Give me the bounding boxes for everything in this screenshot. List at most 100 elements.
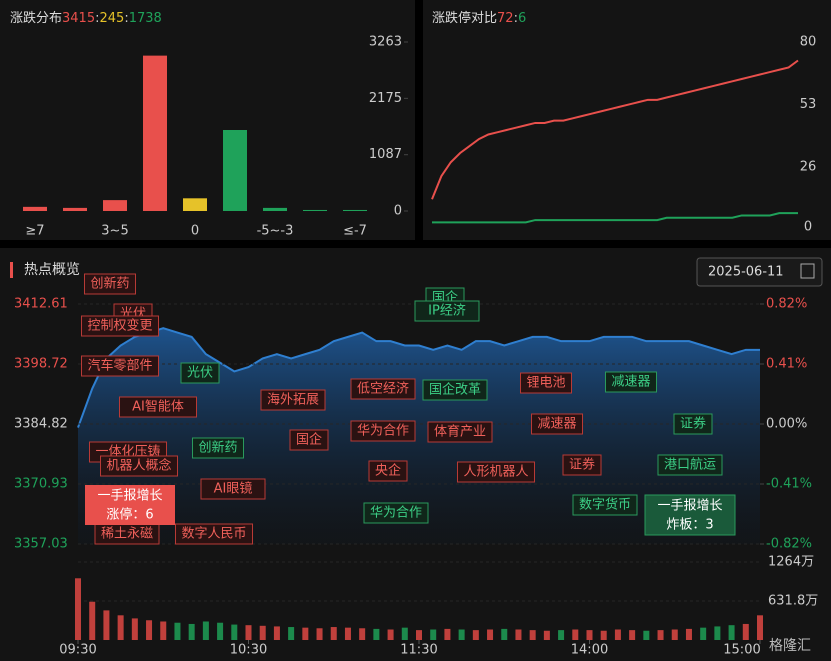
- concept-tag: 创新药: [198, 440, 237, 456]
- tag-box: [350, 420, 416, 442]
- concept-tag: 华为合作: [370, 506, 422, 521]
- panel-title: 涨跌停对比72:6: [432, 10, 526, 26]
- concept-tag: 华为合作: [357, 424, 409, 439]
- tag-box: [531, 413, 583, 435]
- title: 涨跌停对比: [432, 10, 497, 26]
- separator: :: [124, 11, 128, 26]
- volume-bar: [742, 623, 749, 640]
- tag-box: [81, 315, 159, 337]
- tag-box: [81, 355, 159, 377]
- count: 1738: [129, 11, 162, 26]
- volume-bar: [344, 627, 351, 640]
- tag-box: [180, 362, 220, 384]
- concept-tag: 减速器: [611, 375, 650, 390]
- volume-bar: [416, 630, 422, 640]
- y2-tick-label: 0.00%: [766, 417, 807, 432]
- date-picker[interactable]: [696, 257, 823, 287]
- tag-box: [414, 300, 480, 322]
- tag-box: [192, 437, 244, 459]
- volume-bar: [259, 625, 266, 640]
- tag-box: [200, 478, 266, 500]
- y-tick-label: 3398.72: [14, 356, 68, 371]
- volume-bar: [146, 620, 153, 640]
- volume-bar: [487, 629, 494, 640]
- volume-bar: [245, 625, 252, 640]
- bar: [343, 209, 367, 211]
- volume-bar: [629, 630, 636, 640]
- concept-tag: 锂电池: [526, 376, 565, 391]
- volume-tick-label: 1264万: [768, 555, 814, 570]
- concept-tag: 国企: [296, 432, 322, 448]
- volume-bar: [657, 630, 664, 640]
- tag-box: [368, 460, 408, 482]
- date[interactable]: 2025-06-11: [708, 265, 784, 280]
- volume-bar: [359, 628, 366, 640]
- y-tick-label: 0: [394, 204, 402, 219]
- watermark: 格隆汇: [769, 638, 811, 654]
- concept-tag: 体育产业: [434, 424, 486, 440]
- tag-box: [422, 379, 488, 401]
- panel: [0, 0, 415, 240]
- concept-tag: 证券: [680, 416, 706, 432]
- volume-bar: [700, 627, 707, 640]
- volume-bar: [401, 627, 408, 640]
- concept-tag: 央企: [375, 463, 401, 479]
- calendar-icon[interactable]: [800, 263, 815, 279]
- volume-bar: [515, 629, 522, 640]
- tag-box: [289, 429, 329, 451]
- callout-title: 一手报增长: [97, 489, 162, 504]
- volume-bar: [117, 615, 124, 640]
- concept-tag: 人形机器人: [463, 465, 528, 480]
- volume-bar: [330, 627, 337, 640]
- concept-tag: 稀土永磁: [101, 527, 153, 542]
- x-tick-label: -5~-3: [257, 224, 294, 239]
- volume-bar: [103, 610, 110, 640]
- volume-bar: [558, 630, 565, 640]
- volume-bar: [586, 630, 593, 640]
- count: 6: [518, 11, 526, 26]
- volume-bar: [387, 629, 394, 640]
- tag-box: [562, 454, 602, 476]
- x-tick-label: ≤-7: [343, 224, 367, 239]
- y-tick-label: 3357.03: [14, 537, 68, 552]
- volume-bar: [373, 628, 380, 640]
- y-tick-label: 26: [800, 159, 817, 174]
- volume-bar: [600, 630, 607, 640]
- bar: [263, 207, 287, 211]
- concept-tag: 数字货币: [579, 497, 631, 513]
- bar: [183, 198, 207, 211]
- bar: [303, 209, 327, 211]
- volume-bar: [217, 622, 224, 640]
- y2-tick-label: 0.82%: [766, 297, 807, 312]
- line: [77, 327, 760, 428]
- volume-bar: [472, 630, 479, 640]
- concept-tag: AI智能体: [132, 400, 184, 415]
- y-tick-label: 80: [800, 35, 817, 50]
- volume-bar: [529, 630, 536, 640]
- volume-bar: [202, 621, 209, 640]
- volume-bar: [75, 578, 81, 640]
- x-tick-label: 11:30: [400, 643, 437, 658]
- concept-tag: 创新药: [90, 276, 129, 292]
- volume-bar: [188, 623, 195, 640]
- count: 3415: [62, 11, 95, 26]
- concept-tag: 国企改革: [429, 382, 481, 398]
- volume-bar: [174, 622, 181, 640]
- concept-tag: 控制权变更: [87, 318, 152, 334]
- x-tick-label: 15:00: [723, 643, 760, 658]
- volume-tick-label: 631.8万: [768, 594, 818, 609]
- volume-bar: [131, 618, 138, 640]
- volume-bar: [671, 629, 678, 640]
- count: 72: [497, 11, 514, 26]
- volume-bar: [543, 630, 550, 640]
- x-tick-label: 14:00: [571, 643, 608, 658]
- panel-title: 热点概览: [24, 262, 80, 278]
- panel-title: 涨跌分布3415:245:1738: [10, 10, 162, 26]
- x-tick-label: 0: [191, 224, 199, 239]
- volume-bar: [273, 626, 280, 640]
- volume-bar: [302, 627, 309, 640]
- x-tick-label: 3~5: [101, 224, 128, 239]
- tag-box: [427, 421, 493, 443]
- volume-bar: [444, 628, 451, 640]
- volume-bar: [231, 624, 238, 640]
